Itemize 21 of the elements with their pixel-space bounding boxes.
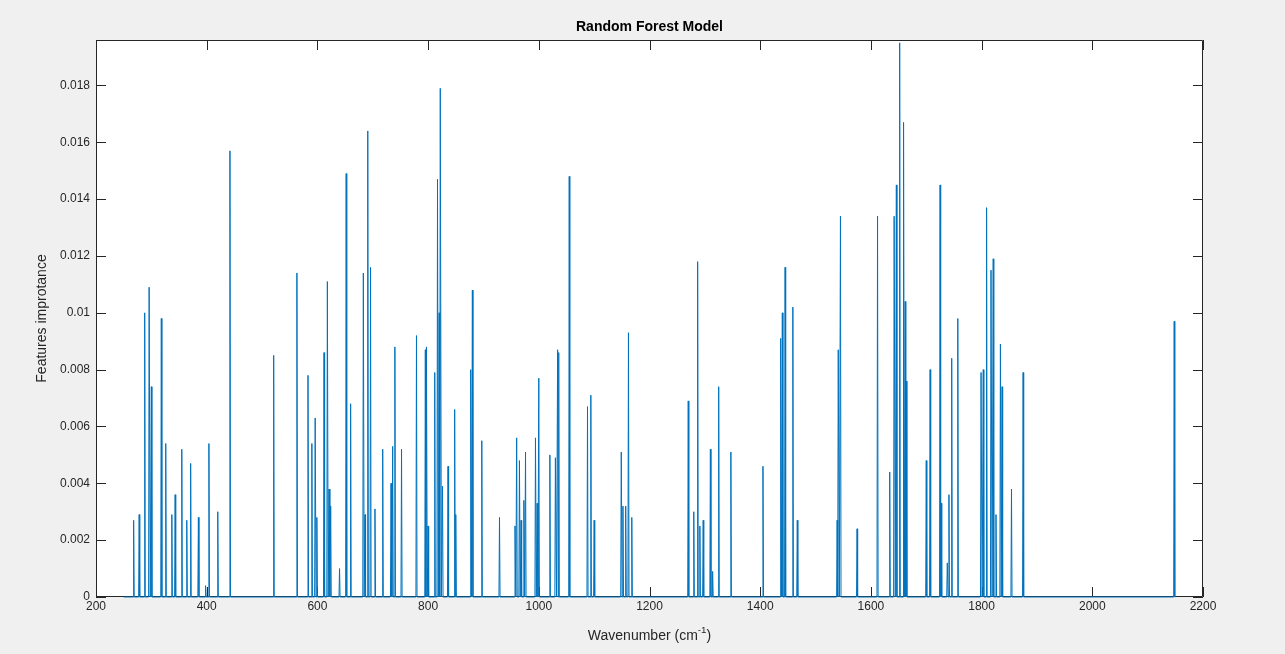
y-tick-label: 0.01 [66,305,91,320]
chart-title: Random Forest Model [575,17,724,34]
x-tick-label: 2000 [1078,598,1106,613]
x-tick-label: 1600 [857,598,885,613]
y-tick-label: 0.004 [59,475,91,490]
y-tick-label: 0.016 [59,134,91,149]
x-tick-label: 600 [307,598,328,613]
x-tick-label: 1200 [636,598,664,613]
x-tick-label: 1000 [525,598,553,613]
y-tick-label: 0.006 [59,418,91,433]
x-tick-label: 800 [418,598,439,613]
x-tick-label: 1800 [968,598,996,613]
x-tick-label: 2200 [1189,598,1217,613]
x-tick-label: 1400 [746,598,774,613]
x-tick-label: 400 [196,598,218,613]
y-axis-title: Features improtance [32,254,49,383]
y-tick-label: 0.014 [59,191,91,206]
y-tick-label: 0.002 [59,532,91,547]
y-tick-label: 0.012 [59,248,91,263]
y-tick-label: 0.008 [59,361,91,376]
y-tick-label: 0.018 [59,77,91,92]
